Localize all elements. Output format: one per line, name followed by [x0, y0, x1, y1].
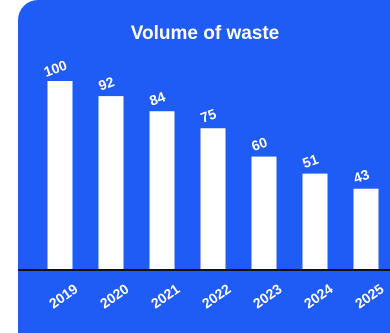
bar-2019: [47, 81, 73, 270]
data-label-2023: 60: [249, 134, 269, 154]
bar-2024: [302, 173, 328, 270]
data-label-2024: 51: [300, 151, 320, 171]
data-label-2025: 43: [351, 166, 371, 186]
chart-title: Volume of waste: [131, 23, 280, 44]
data-label-2019: 100: [42, 57, 70, 80]
bar-2022: [200, 128, 226, 270]
data-label-2022: 75: [198, 105, 218, 125]
data-label-2020: 92: [96, 73, 116, 93]
bar-2023: [251, 156, 277, 270]
data-labels-layer: 100 92 84 75 60 51 43: [42, 57, 372, 186]
bar-2020: [98, 96, 124, 271]
chart-panel: Volume of waste 100 92 84 75 60 51 43 2019 2020…: [18, 0, 390, 333]
bar-2025: [353, 188, 379, 270]
data-label-2021: 84: [147, 88, 167, 108]
bars-layer: [47, 81, 379, 271]
bar-2021: [149, 111, 175, 271]
